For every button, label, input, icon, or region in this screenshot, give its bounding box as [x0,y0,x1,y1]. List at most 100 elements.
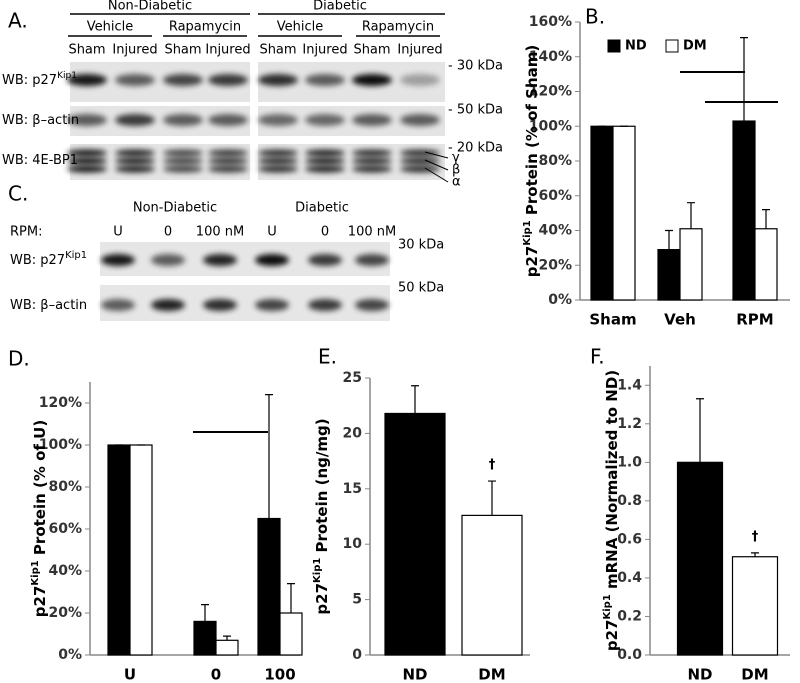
row-label-base: WB: 4E-BP1 [2,153,78,168]
blot-band [352,165,392,173]
blot-band [305,114,345,126]
blot-band [67,74,107,86]
y-tick-label: 40% [538,223,572,239]
legend-label: DM [683,39,707,54]
blot-band [115,157,155,165]
bar [679,228,703,301]
y-tick-label: 60% [48,521,82,537]
y-axis-label-base: p27 [523,246,541,278]
error-bar [201,604,209,622]
y-tick-label: 80% [48,479,82,495]
row-label: WB: 4E-BP1 [2,153,78,168]
group-label: Non-Diabetic [133,201,217,216]
y-tick-label: 0.4 [617,570,642,586]
panel-label: C. [8,182,28,206]
error-bar [488,480,496,516]
y-axis-label-rest: Protein (% of U) [31,420,49,561]
blot-band [163,74,203,86]
isoform-pointer [424,159,449,171]
blot-band [163,165,203,173]
blot-band [305,165,345,173]
error-bar [751,552,759,557]
y-axis-label-sup: Kip1 [30,560,41,585]
isoform-pointer [424,167,449,183]
lane-label: U [267,225,277,240]
row-label-base: WB: p27 [10,253,65,268]
isoform-label: α [452,175,461,190]
marker-label: 30 kDa [398,238,444,253]
isoform-label: γ [452,151,460,166]
bar [461,514,523,656]
blot-band [115,74,155,86]
blot-band [101,299,135,311]
error-bar [265,394,273,519]
marker-label: 50 kDa [398,281,444,296]
y-tick-label: 1.2 [617,416,642,432]
lane-label: Injured [112,43,157,58]
error-bar [223,635,231,641]
blot-band [67,149,107,157]
bar [657,249,681,301]
blot-band [400,114,440,126]
blot-band [258,74,298,86]
y-axis-label-sup: Kip1 [522,220,533,245]
error-bar [762,209,770,229]
y-tick-label: 20% [538,257,572,273]
x-tick-label: Veh [664,311,696,329]
blot-band [355,254,389,266]
bar [754,228,778,301]
panel-label: E. [318,345,337,369]
blot-band [352,157,392,165]
marker-label: - 30 kDa [448,59,503,74]
marker-label: - 50 kDa [448,103,503,118]
bar [193,620,217,656]
blots [67,62,445,321]
isoform-label: β [452,163,460,178]
row-label-base: WB: p27 [2,73,57,88]
error-bar [665,229,673,250]
y-axis-label-base: p27 [31,586,49,618]
blot-band [400,149,440,157]
y-tick-label: 40% [48,563,82,579]
y-axis-label-rest: Protein (ng/mg) [313,418,331,557]
bar [612,125,636,301]
group-label: Diabetic [295,201,349,216]
bar [731,556,779,656]
y-tick-label: 10 [343,536,363,552]
bar [676,461,724,656]
bar [107,444,131,656]
y-axis-label: p27Kip1 mRNA (Normalized to ND) [602,370,621,651]
lane-label: Injured [205,43,250,58]
blot-band [203,299,237,311]
bar [215,639,239,656]
y-axis-label-rest: Protein (% of Sham) [523,45,541,221]
y-tick-label: 140% [529,49,572,65]
blot-band [115,165,155,173]
y-tick-label: 0.2 [617,608,642,624]
panel-label: D. [8,347,30,371]
row-label-sup: Kip1 [65,250,87,261]
blot-band [305,74,345,86]
bar [732,120,756,301]
lane-label: Sham [164,43,201,58]
lane-title: RPM: [10,225,42,240]
y-axis-label: p27Kip1 Protein (% of U) [30,420,49,617]
blot-band [163,157,203,165]
treatment-label: Rapamycin [362,20,434,35]
blot-band [400,74,440,86]
y-axis-label-rest: mRNA (Normalized to ND) [603,370,621,594]
blot-band [258,114,298,126]
y-tick-label: 0.8 [617,493,642,509]
blot-band [101,254,135,266]
blot-band [163,114,203,126]
y-tick-label: 0.6 [617,531,642,547]
blot-band [67,165,107,173]
y-tick-label: 60% [538,188,572,204]
row-label: WB: p27Kip1 [2,71,77,88]
y-axis-label: p27Kip1 Protein (% of Sham) [522,45,541,277]
y-axis-label-base: p27 [603,620,621,652]
blot-band [67,157,107,165]
x-tick-label: ND [687,666,712,683]
lane-label: U [113,225,123,240]
